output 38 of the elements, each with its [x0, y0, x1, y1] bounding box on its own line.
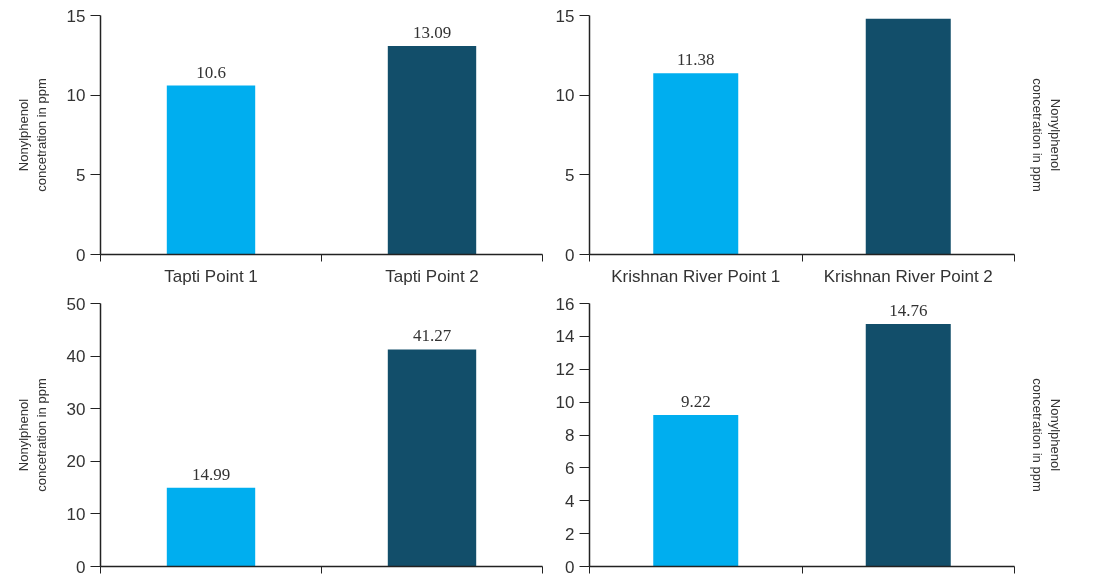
data-label: 14.99	[191, 464, 231, 484]
y-tick-label: 40	[66, 347, 86, 367]
x-tick-label: Tapti Point 1	[164, 266, 258, 286]
data-label: 9.22	[680, 391, 711, 411]
y-tick-label: 30	[66, 399, 86, 419]
y-axis-title: Nonylphenol concetration in ppm	[15, 78, 49, 192]
y-tick-label: 5	[76, 165, 86, 185]
y-tick-label: 0	[76, 245, 86, 265]
data-label: 14.76	[889, 300, 928, 320]
y-tick-label: 8	[565, 426, 575, 445]
data-label: 11.38	[676, 50, 715, 70]
y-tick-label: 14	[555, 327, 575, 347]
y-tick-label: 16	[555, 294, 575, 314]
y-tick-label: 10	[66, 504, 86, 524]
y-tick-label: 6	[565, 458, 575, 478]
data-label: 13.09	[412, 22, 452, 42]
y-axis-title: Nonylphenol concetration in ppm	[15, 378, 49, 492]
y-tick-label: 4	[565, 491, 575, 511]
y-tick-label: 2	[565, 524, 575, 544]
y-tick-label: 15	[66, 6, 86, 26]
x-tick-label: Krishnan River Point 1	[611, 266, 781, 286]
data-label: 10.6	[196, 62, 226, 82]
x-tick-label: Krishnan River Point 2	[823, 266, 993, 286]
y-tick-label: 10	[66, 86, 86, 106]
y-tick-label: 5	[565, 165, 575, 185]
y-tick-label: 20	[66, 452, 86, 472]
y-tick-label: 0	[565, 557, 575, 576]
y-tick-label: 12	[555, 360, 575, 380]
y-axis-title: Nonylphenol concetration in ppm	[1029, 378, 1063, 492]
y-axis-title: Nonylphenol concetration in ppm	[1029, 78, 1063, 192]
y-tick-label: 15	[555, 6, 575, 26]
y-tick-label: 0	[76, 557, 86, 576]
y-tick-label: 10	[555, 393, 575, 413]
y-tick-label: 50	[66, 294, 86, 314]
y-tick-label: 0	[565, 245, 575, 265]
data-label: 41.27	[412, 326, 452, 346]
y-tick-label: 10	[555, 86, 575, 106]
x-tick-label: Tapti Point 2	[385, 266, 479, 286]
